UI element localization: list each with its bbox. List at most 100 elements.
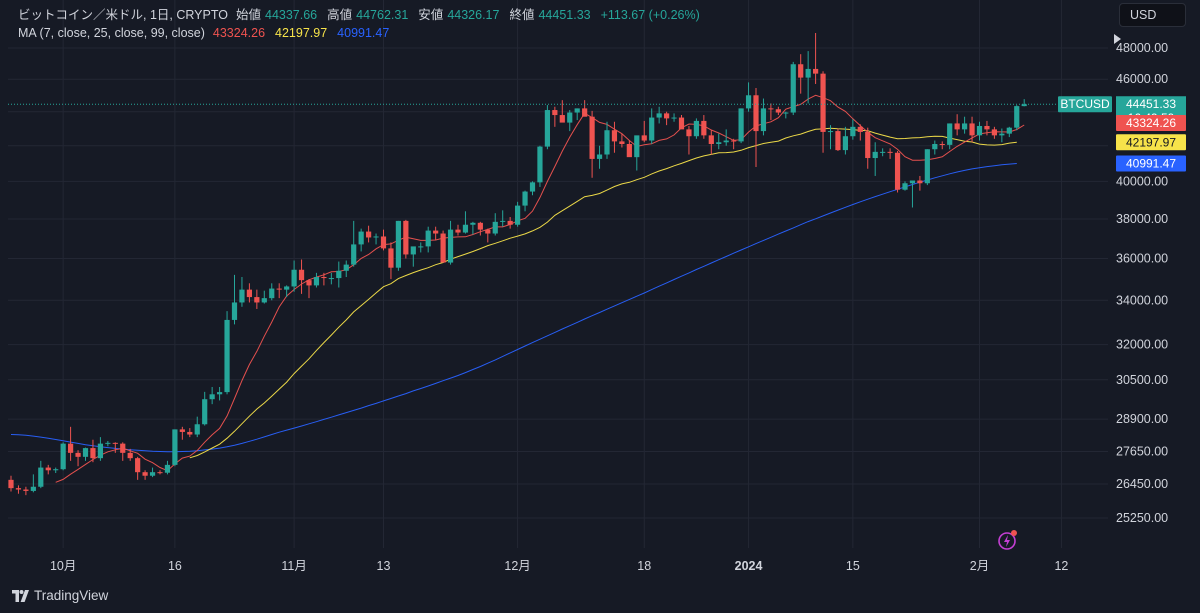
candle	[567, 110, 573, 132]
candle	[358, 228, 364, 252]
candle-body	[760, 108, 767, 132]
candle-body	[582, 108, 588, 117]
x-tick-label: 2024	[735, 559, 763, 573]
symbol-tag-bg	[1058, 96, 1112, 113]
candle	[611, 121, 618, 153]
candle-body	[999, 133, 1005, 136]
candle-body	[246, 289, 252, 298]
candle	[433, 226, 439, 241]
candle	[75, 450, 81, 467]
candle-body	[455, 229, 461, 233]
candle	[529, 181, 536, 196]
y-tick-label: 34000.00	[1116, 293, 1168, 307]
candle	[127, 448, 133, 461]
candle-body	[894, 152, 901, 190]
candle	[321, 272, 327, 286]
candle-body	[820, 73, 826, 132]
candle-body	[731, 140, 737, 142]
candle-body	[976, 125, 983, 136]
candle	[969, 116, 975, 143]
candle	[686, 125, 692, 155]
candle	[1021, 99, 1027, 107]
candle-body	[157, 472, 163, 474]
candle-body	[1006, 127, 1012, 134]
symbol-tag: BTCUSD	[1060, 97, 1110, 111]
candle	[395, 220, 401, 271]
symbol-title[interactable]: ビットコイン／米ドル, 1日, CRYPTO	[18, 8, 228, 22]
candle-body	[753, 95, 759, 132]
scroll-right-icon[interactable]	[1114, 34, 1121, 44]
candle	[626, 140, 632, 158]
candle-body	[917, 180, 923, 184]
candle	[656, 106, 662, 124]
low-label: 安値	[418, 8, 444, 22]
candle	[82, 447, 89, 461]
y-tick-label: 26450.00	[1116, 477, 1168, 491]
lightning-alert-icon[interactable]	[997, 529, 1019, 551]
candle-body	[239, 289, 245, 303]
x-tick-label: 12	[1054, 559, 1068, 573]
ma25-tag-bg	[1116, 134, 1186, 151]
candle-body	[701, 120, 707, 136]
candle-body	[984, 125, 990, 130]
currency-button[interactable]: USD	[1119, 3, 1186, 27]
candle-body	[179, 429, 185, 432]
candle	[835, 128, 841, 151]
candle	[246, 283, 252, 303]
high-label: 高値	[327, 8, 353, 22]
candle	[380, 229, 387, 251]
candle-body	[388, 248, 394, 268]
candle-body	[217, 392, 223, 395]
candle-body	[641, 135, 647, 141]
candle	[827, 125, 834, 150]
x-tick-label: 15	[846, 559, 860, 573]
candle-body	[723, 140, 729, 143]
candle	[306, 279, 312, 299]
candle	[678, 115, 685, 130]
price-tag: 44451.33	[1126, 97, 1176, 111]
candle-body	[500, 220, 506, 222]
candle-body	[939, 143, 945, 145]
candle	[731, 138, 737, 150]
candle-body	[485, 229, 491, 234]
candle	[574, 108, 580, 121]
candle	[894, 150, 901, 193]
candles-layer	[8, 32, 1027, 496]
candle	[842, 126, 848, 155]
candle-body	[962, 123, 968, 130]
candle	[105, 441, 111, 447]
candle-body	[552, 110, 558, 116]
ma-label[interactable]: MA (7, close, 25, close, 99, close)	[18, 26, 205, 40]
candle-body	[880, 151, 886, 153]
low-value: 44326.17	[447, 8, 500, 22]
candle	[850, 119, 856, 140]
candle	[485, 228, 491, 243]
candle	[805, 51, 811, 104]
candle	[507, 217, 513, 229]
candle-body	[708, 135, 714, 144]
candle-body	[202, 399, 208, 425]
candle	[649, 108, 655, 144]
candle	[976, 121, 983, 141]
high-value: 44762.31	[356, 8, 409, 22]
candle-body	[626, 143, 632, 158]
time-axis[interactable]: 10月 16 11月 13 12月 18 2024 15 2月 12	[50, 559, 1069, 573]
candle	[753, 87, 759, 167]
candle	[1014, 105, 1020, 131]
candle	[291, 260, 297, 292]
candle-body	[358, 231, 364, 245]
candle	[902, 181, 908, 191]
candle-body	[194, 424, 200, 435]
tradingview-logo[interactable]: TradingView	[12, 588, 108, 603]
candle-body	[120, 443, 126, 453]
ma-row: MA (7, close, 25, close, 99, close) 4332…	[18, 24, 706, 42]
open-label: 始値	[235, 8, 261, 22]
y-tick-label: 27650.00	[1116, 445, 1168, 459]
candle-body	[991, 129, 997, 136]
y-tick-label: 25250.00	[1116, 511, 1168, 525]
candle	[455, 224, 461, 236]
candle-body	[470, 222, 476, 225]
candle-body	[462, 224, 469, 233]
candle-body	[596, 154, 603, 159]
